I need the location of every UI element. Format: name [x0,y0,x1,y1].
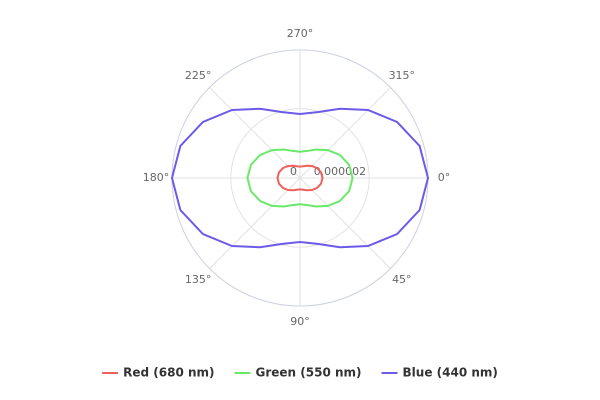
legend-label: Red (680 nm) [123,366,214,380]
legend-item[interactable]: Red (680 nm) [102,366,215,380]
radius-tick-label: 0 [290,165,297,178]
angle-tick-label: 0° [438,171,451,184]
angle-tick-label: 315° [389,69,416,82]
grid-spoke [209,87,301,179]
angle-tick-label: 225° [185,69,212,82]
series-line [246,148,354,208]
grid-spoke [209,177,301,269]
legend-item[interactable]: Green (550 nm) [234,366,362,380]
legend-label: Green (550 nm) [256,366,362,380]
grid-spoke [299,87,391,179]
grid-spoke [299,177,391,269]
legend-label: Blue (440 nm) [403,366,498,380]
angle-tick-label: 270° [287,27,314,40]
angle-tick-label: 90° [290,315,310,328]
angle-tick-label: 45° [392,273,412,286]
radius-tick-label: 0.000002 [314,165,367,178]
grid-circle [230,108,370,248]
angle-tick-label: 135° [185,273,212,286]
series-line [276,164,324,192]
angle-tick-label: 180° [143,171,170,184]
series-line [170,107,430,249]
legend-item[interactable]: Blue (440 nm) [381,366,498,380]
legend: Red (680 nm) Green (550 nm) Blue (440 nm) [102,366,498,380]
